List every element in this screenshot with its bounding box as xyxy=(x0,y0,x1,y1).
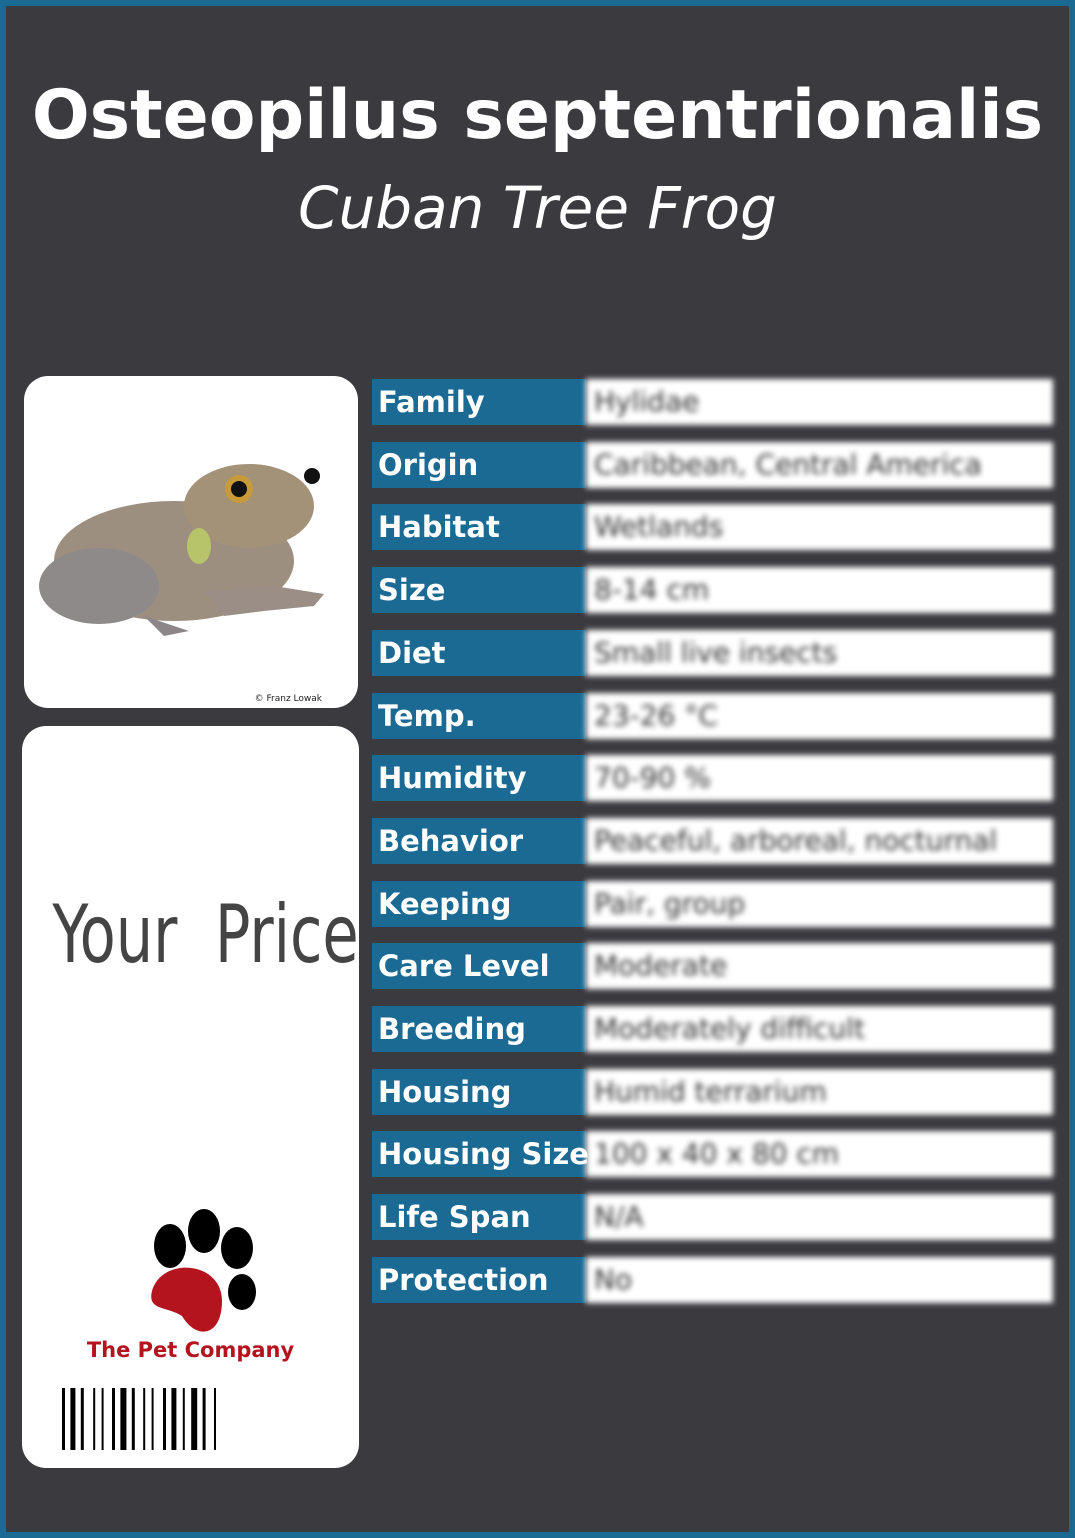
row-label: Protection xyxy=(372,1256,586,1303)
frog-foot xyxy=(144,616,189,636)
table-row: Care Level Moderate xyxy=(372,943,1053,990)
barcode-bar xyxy=(182,1388,185,1450)
row-value: Hylidae xyxy=(586,379,1053,425)
table-row: Protection No xyxy=(372,1256,1053,1303)
frog-pupil xyxy=(231,481,247,497)
table-row: Breeding Moderately difficult xyxy=(372,1006,1053,1052)
paw-toe xyxy=(228,1274,256,1310)
row-label: Care Level xyxy=(372,943,586,990)
barcode-bar xyxy=(171,1388,177,1450)
frog-head xyxy=(184,464,314,548)
row-label: Housing xyxy=(372,1068,586,1115)
row-label: Temp. xyxy=(372,692,586,739)
barcode-bar xyxy=(163,1388,166,1450)
barcode-bar xyxy=(214,1388,216,1450)
row-label: Size xyxy=(372,567,586,614)
frog-mark xyxy=(187,528,211,564)
row-value: Small live insects xyxy=(586,629,1053,676)
barcode-bar xyxy=(191,1388,198,1450)
table-row: Diet Small live insects xyxy=(372,629,1053,676)
row-value: Pair, group xyxy=(586,880,1053,927)
frog-arm xyxy=(204,586,324,616)
title: Osteopilus septentrionalis xyxy=(31,76,1044,155)
table-row: Origin Caribbean, Central America xyxy=(372,441,1053,488)
barcode-bar xyxy=(131,1388,135,1450)
table-row: Housing Size 100 x 40 x 80 cm xyxy=(372,1131,1053,1178)
barcode-bar xyxy=(112,1388,115,1450)
row-label: Origin xyxy=(372,441,586,488)
table-row: Size 8-14 cm xyxy=(372,567,1053,614)
row-label: Diet xyxy=(372,629,586,676)
table-row: Housing Humid terrarium xyxy=(372,1068,1053,1115)
row-label: Humidity xyxy=(372,755,586,802)
paw-toe xyxy=(154,1224,186,1268)
row-value: 70-90 % xyxy=(586,755,1053,802)
row-value: Peaceful, arboreal, nocturnal xyxy=(586,817,1053,864)
table-row: Humidity 70-90 % xyxy=(372,755,1053,802)
frog-leg xyxy=(39,548,159,624)
barcode-bar xyxy=(143,1388,146,1450)
table-row: Life Span N/A xyxy=(372,1194,1053,1241)
photo-card: © Franz Lowak xyxy=(24,376,358,708)
table-row: Habitat Wetlands xyxy=(372,504,1053,551)
table-row: Keeping Pair, group xyxy=(372,880,1053,927)
table-row: Temp. 23-26 °C xyxy=(372,692,1053,739)
barcode-bar xyxy=(93,1388,96,1450)
row-value: Moderate xyxy=(586,943,1053,990)
row-value: Caribbean, Central America xyxy=(586,441,1053,488)
barcode-bar xyxy=(151,1388,154,1450)
row-label: Family xyxy=(372,379,586,425)
paw-pad xyxy=(151,1267,222,1332)
row-value: Humid terrarium xyxy=(586,1068,1053,1115)
row-label: Behavior xyxy=(372,817,586,864)
barcode-bar xyxy=(80,1388,84,1450)
row-value: Wetlands xyxy=(586,504,1053,551)
barcode-bar xyxy=(120,1388,127,1450)
table-row: Family Hylidae xyxy=(372,379,1053,425)
row-value: 100 x 40 x 80 cm xyxy=(586,1131,1053,1178)
frog-eye xyxy=(304,468,320,484)
row-value: Moderately difficult xyxy=(586,1006,1053,1052)
row-label: Keeping xyxy=(372,880,586,927)
row-label: Life Span xyxy=(372,1194,586,1241)
logo-graphics xyxy=(62,1209,256,1450)
barcode-bar xyxy=(70,1388,76,1450)
price-card: Your Price The Pet Company xyxy=(22,726,359,1468)
paw-toe xyxy=(188,1209,220,1253)
frog-image xyxy=(39,464,324,636)
photo-credit: © Franz Lowak xyxy=(254,694,322,704)
row-value: 8-14 cm xyxy=(586,567,1053,614)
barcode-bar xyxy=(62,1388,65,1450)
table-row: Behavior Peaceful, arboreal, nocturnal xyxy=(372,817,1053,864)
subtitle: Cuban Tree Frog xyxy=(298,174,777,242)
paw-toe xyxy=(221,1227,253,1269)
row-label: Habitat xyxy=(372,504,586,551)
row-value: N/A xyxy=(586,1194,1053,1241)
row-label: Housing Size xyxy=(372,1131,589,1178)
row-label: Breeding xyxy=(372,1006,586,1052)
row-value: No xyxy=(586,1256,1053,1303)
row-value: 23-26 °C xyxy=(586,692,1053,739)
barcode-bar xyxy=(101,1388,104,1450)
logo-name: The Pet Company xyxy=(86,1338,295,1362)
barcode-bar xyxy=(202,1388,206,1450)
